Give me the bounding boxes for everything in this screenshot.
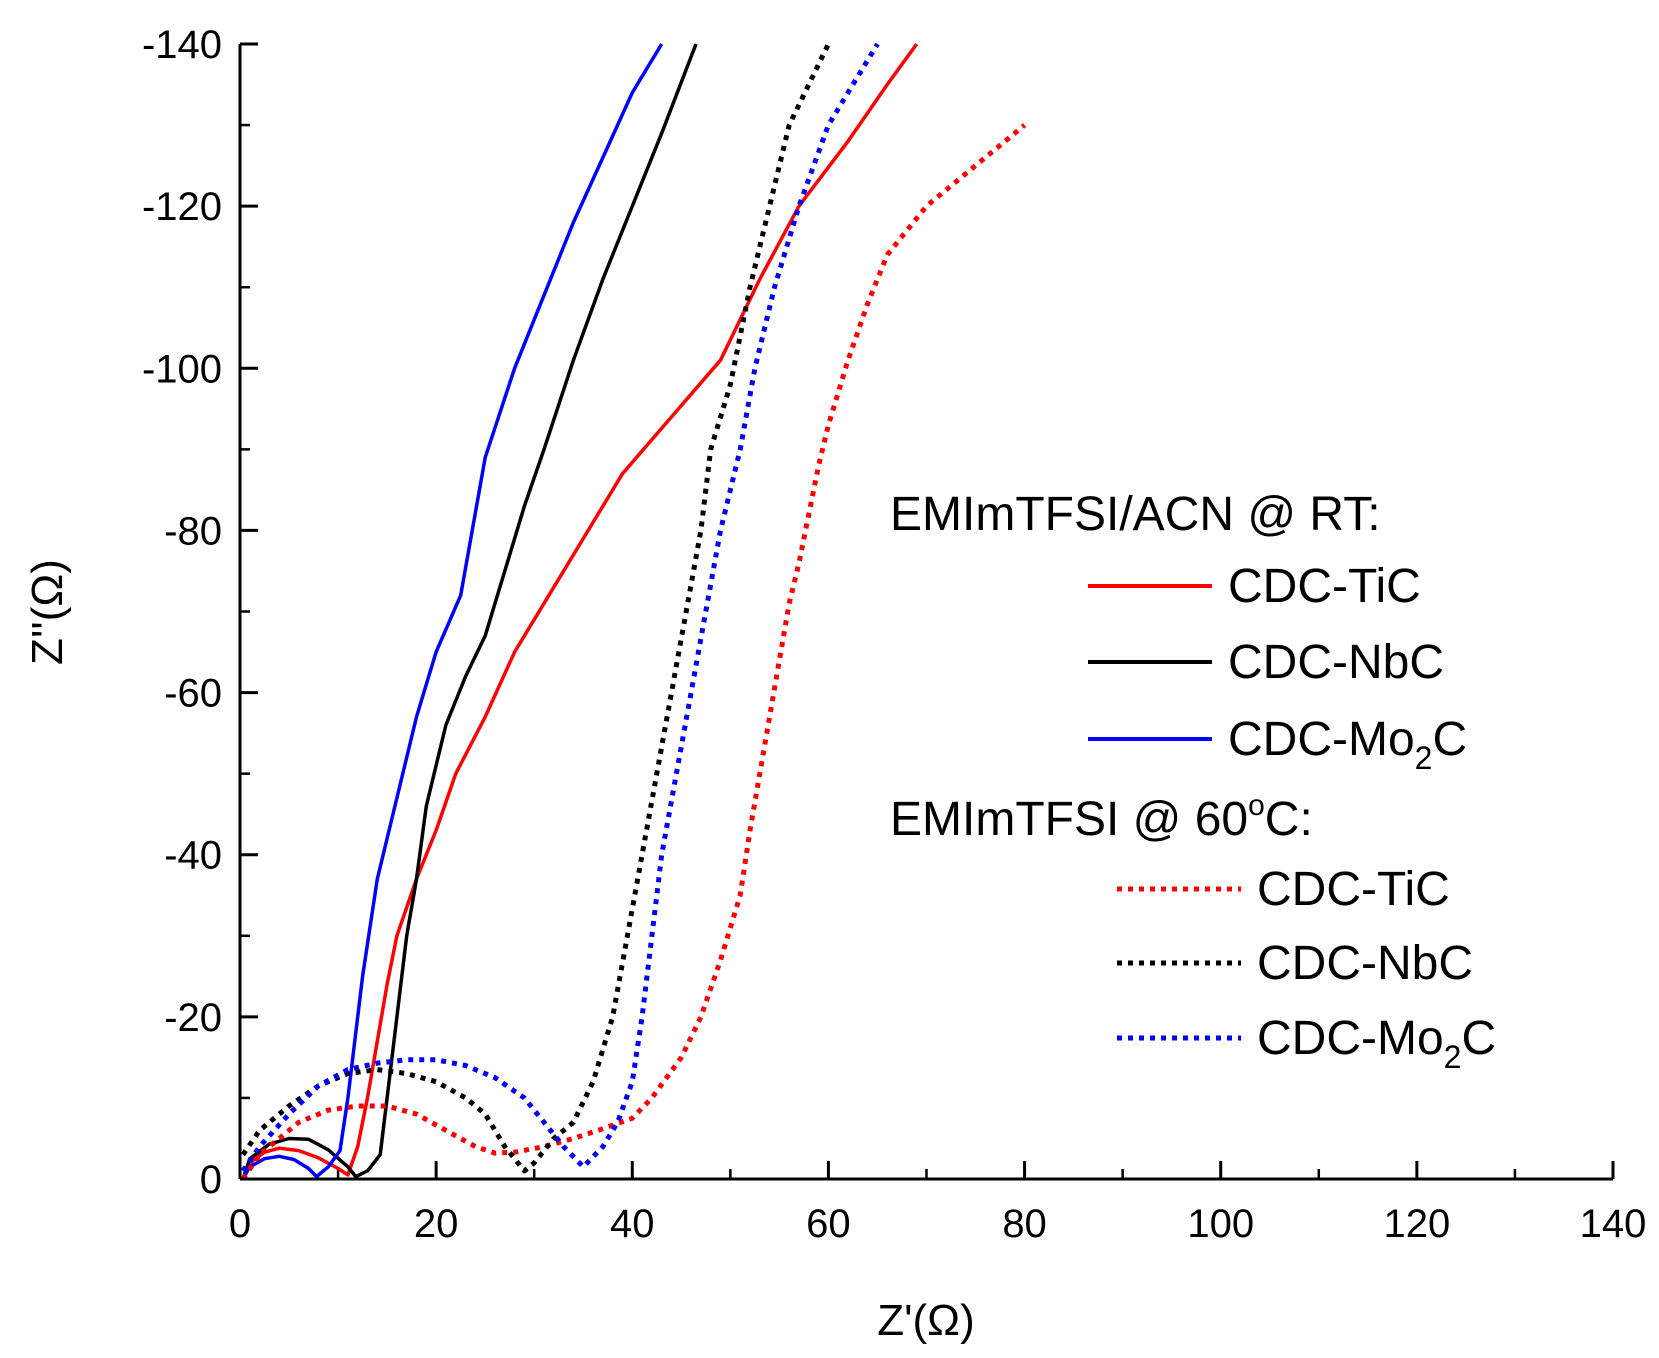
- y-tick-label: -40: [164, 834, 222, 878]
- x-axis-title: Z'(Ω): [877, 1296, 974, 1345]
- x-tick-label: 100: [1187, 1202, 1254, 1246]
- legend-group-title: EMImTFSI/ACN @ RT:: [890, 488, 1381, 541]
- legend-label: CDC-NbC: [1257, 937, 1473, 990]
- legend-label: CDC-Mo2C: [1257, 1012, 1496, 1075]
- y-axis-title: Z''(Ω): [23, 559, 72, 665]
- y-tick-label: -100: [142, 347, 222, 391]
- legend-label: CDC-NbC: [1228, 636, 1444, 689]
- legend: EMImTFSI/ACN @ RT: EMImTFSI @ 60oC: CDC-Ti…: [890, 488, 1496, 1075]
- series-line-2: [241, 43, 664, 1180]
- x-tick-label: 20: [414, 1202, 459, 1246]
- series-line-0: [241, 42, 919, 1180]
- y-tick-label: -80: [164, 509, 222, 553]
- series-line-3: [240, 123, 1027, 1180]
- x-tick-label: 40: [610, 1202, 655, 1246]
- x-tick-label: 0: [229, 1202, 251, 1246]
- y-tick-label: 0: [200, 1158, 222, 1202]
- y-tick-label: -140: [142, 23, 222, 67]
- x-tick-label: 80: [1002, 1202, 1047, 1246]
- legend-label: CDC-TiC: [1228, 560, 1421, 613]
- x-tick-label: 120: [1383, 1202, 1450, 1246]
- series-line-4: [240, 42, 831, 1174]
- legend-label: CDC-TiC: [1257, 863, 1450, 916]
- y-tick-label: -60: [164, 672, 222, 716]
- x-tick-label: 60: [806, 1202, 851, 1246]
- y-tick-label: -120: [142, 185, 222, 229]
- y-tick-label: -20: [164, 996, 222, 1040]
- legend-group-title: EMImTFSI @ 60oC:: [890, 789, 1313, 846]
- legend-label: CDC-Mo2C: [1228, 713, 1467, 776]
- series-line-5: [240, 42, 880, 1173]
- x-tick-label: 140: [1580, 1202, 1647, 1246]
- series-line-1: [241, 43, 698, 1180]
